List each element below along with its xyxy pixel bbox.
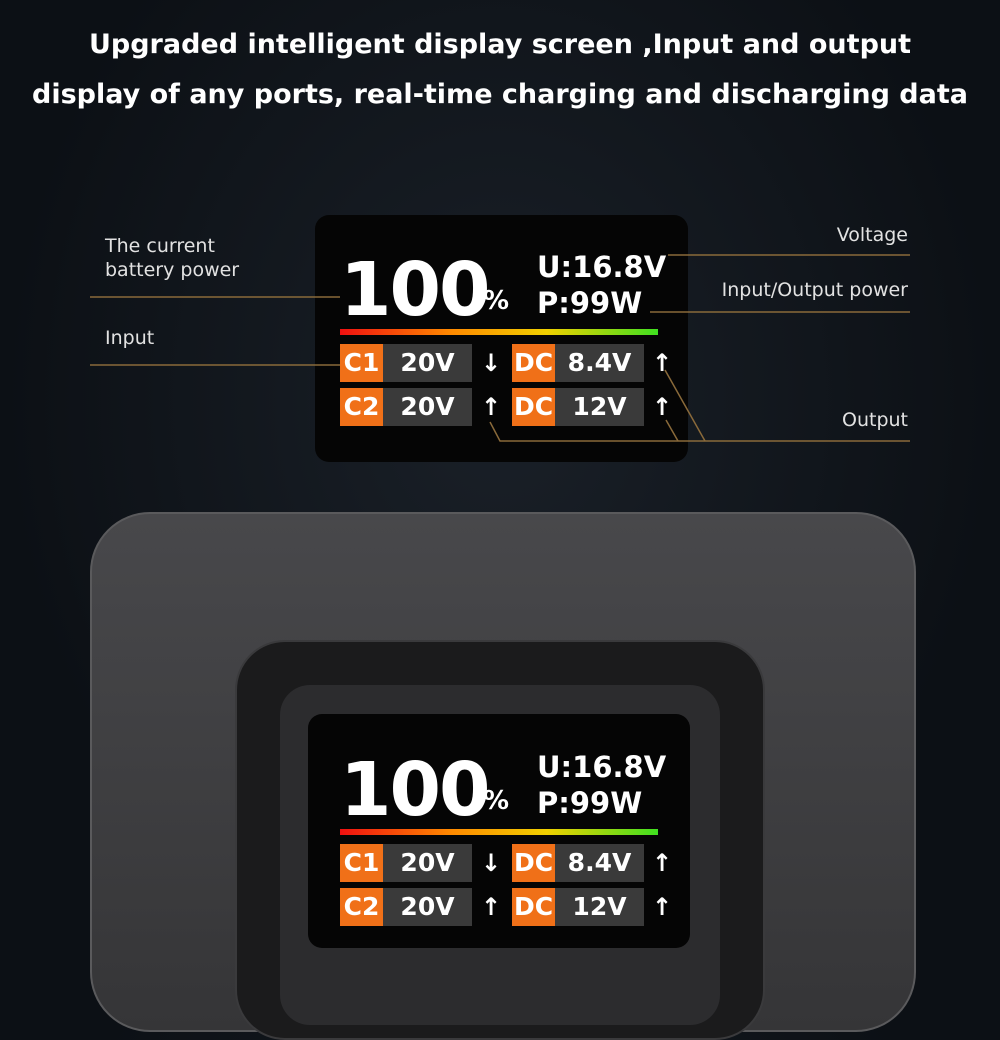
port-tag-c2: C2 [340, 388, 383, 426]
port-tag-c1: C1 [340, 344, 383, 382]
headline-line-2: display of any ports, real-time charging… [32, 79, 968, 110]
callout-power: Input/Output power [721, 279, 908, 301]
callout-input: Input [105, 327, 155, 349]
arrow-up-icon: ↑ [481, 393, 502, 421]
headline: Upgraded intelligent display screen ,Inp… [0, 20, 1000, 120]
port-value-c2: 20V [383, 388, 472, 426]
battery-gradient-bar [340, 829, 658, 835]
port-tag-dc2: DC [512, 388, 555, 426]
callout-voltage: Voltage [836, 224, 908, 246]
arrow-up-icon: ↑ [652, 893, 673, 921]
port-row-2: C2 20V ↑ DC 12V ↑ [340, 388, 673, 426]
arrow-down-icon: ↓ [481, 349, 502, 377]
port-tag-dc1: DC [512, 844, 555, 882]
arrow-up-icon: ↑ [652, 849, 673, 877]
port-value-c1: 20V [383, 844, 472, 882]
headline-line-1: Upgraded intelligent display screen ,Inp… [88, 29, 912, 60]
battery-percent: 100 [340, 747, 490, 833]
leader-line-output [489, 421, 910, 442]
arrow-down-icon: ↓ [481, 849, 502, 877]
power-readout: P:99W [537, 786, 643, 820]
arrow-up-icon: ↑ [481, 893, 502, 921]
port-row-1: C1 20V ↓ DC 8.4V ↑ [340, 344, 673, 382]
leader-line-output-dc2 [665, 419, 679, 442]
port-tag-dc2: DC [512, 888, 555, 926]
percent-sign: % [483, 286, 510, 316]
port-tag-c2: C2 [340, 888, 383, 926]
callout-lines [90, 254, 910, 442]
port-value-dc2: 12V [555, 888, 644, 926]
port-value-c1: 20V [383, 344, 472, 382]
percent-sign: % [483, 786, 510, 816]
voltage-readout: U:16.8V [537, 750, 667, 784]
battery-percent: 100 [340, 247, 490, 333]
battery-gradient-bar [340, 329, 658, 335]
leader-line-output-dc1 [664, 369, 706, 442]
port-row-2: C2 20V ↑ DC 12V ↑ [340, 888, 673, 926]
power-readout: P:99W [537, 286, 643, 320]
port-value-dc2: 12V [555, 388, 644, 426]
voltage-readout: U:16.8V [537, 250, 667, 284]
port-row-1: C1 20V ↓ DC 8.4V ↑ [340, 844, 673, 882]
callout-battery: The current battery power [105, 235, 240, 281]
port-value-c2: 20V [383, 888, 472, 926]
arrow-up-icon: ↑ [652, 349, 673, 377]
display-content: 100 % U:16.8V P:99W C1 20V ↓ DC 8.4V ↑ C… [340, 247, 673, 430]
port-tag-c1: C1 [340, 844, 383, 882]
display-content-device: 100 % U:16.8V P:99W C1 20V ↓ DC 8.4V ↑ C… [340, 747, 673, 930]
port-tag-dc1: DC [512, 344, 555, 382]
port-value-dc1: 8.4V [555, 344, 644, 382]
port-value-dc1: 8.4V [555, 844, 644, 882]
callout-output: Output [842, 409, 908, 431]
arrow-up-icon: ↑ [652, 393, 673, 421]
